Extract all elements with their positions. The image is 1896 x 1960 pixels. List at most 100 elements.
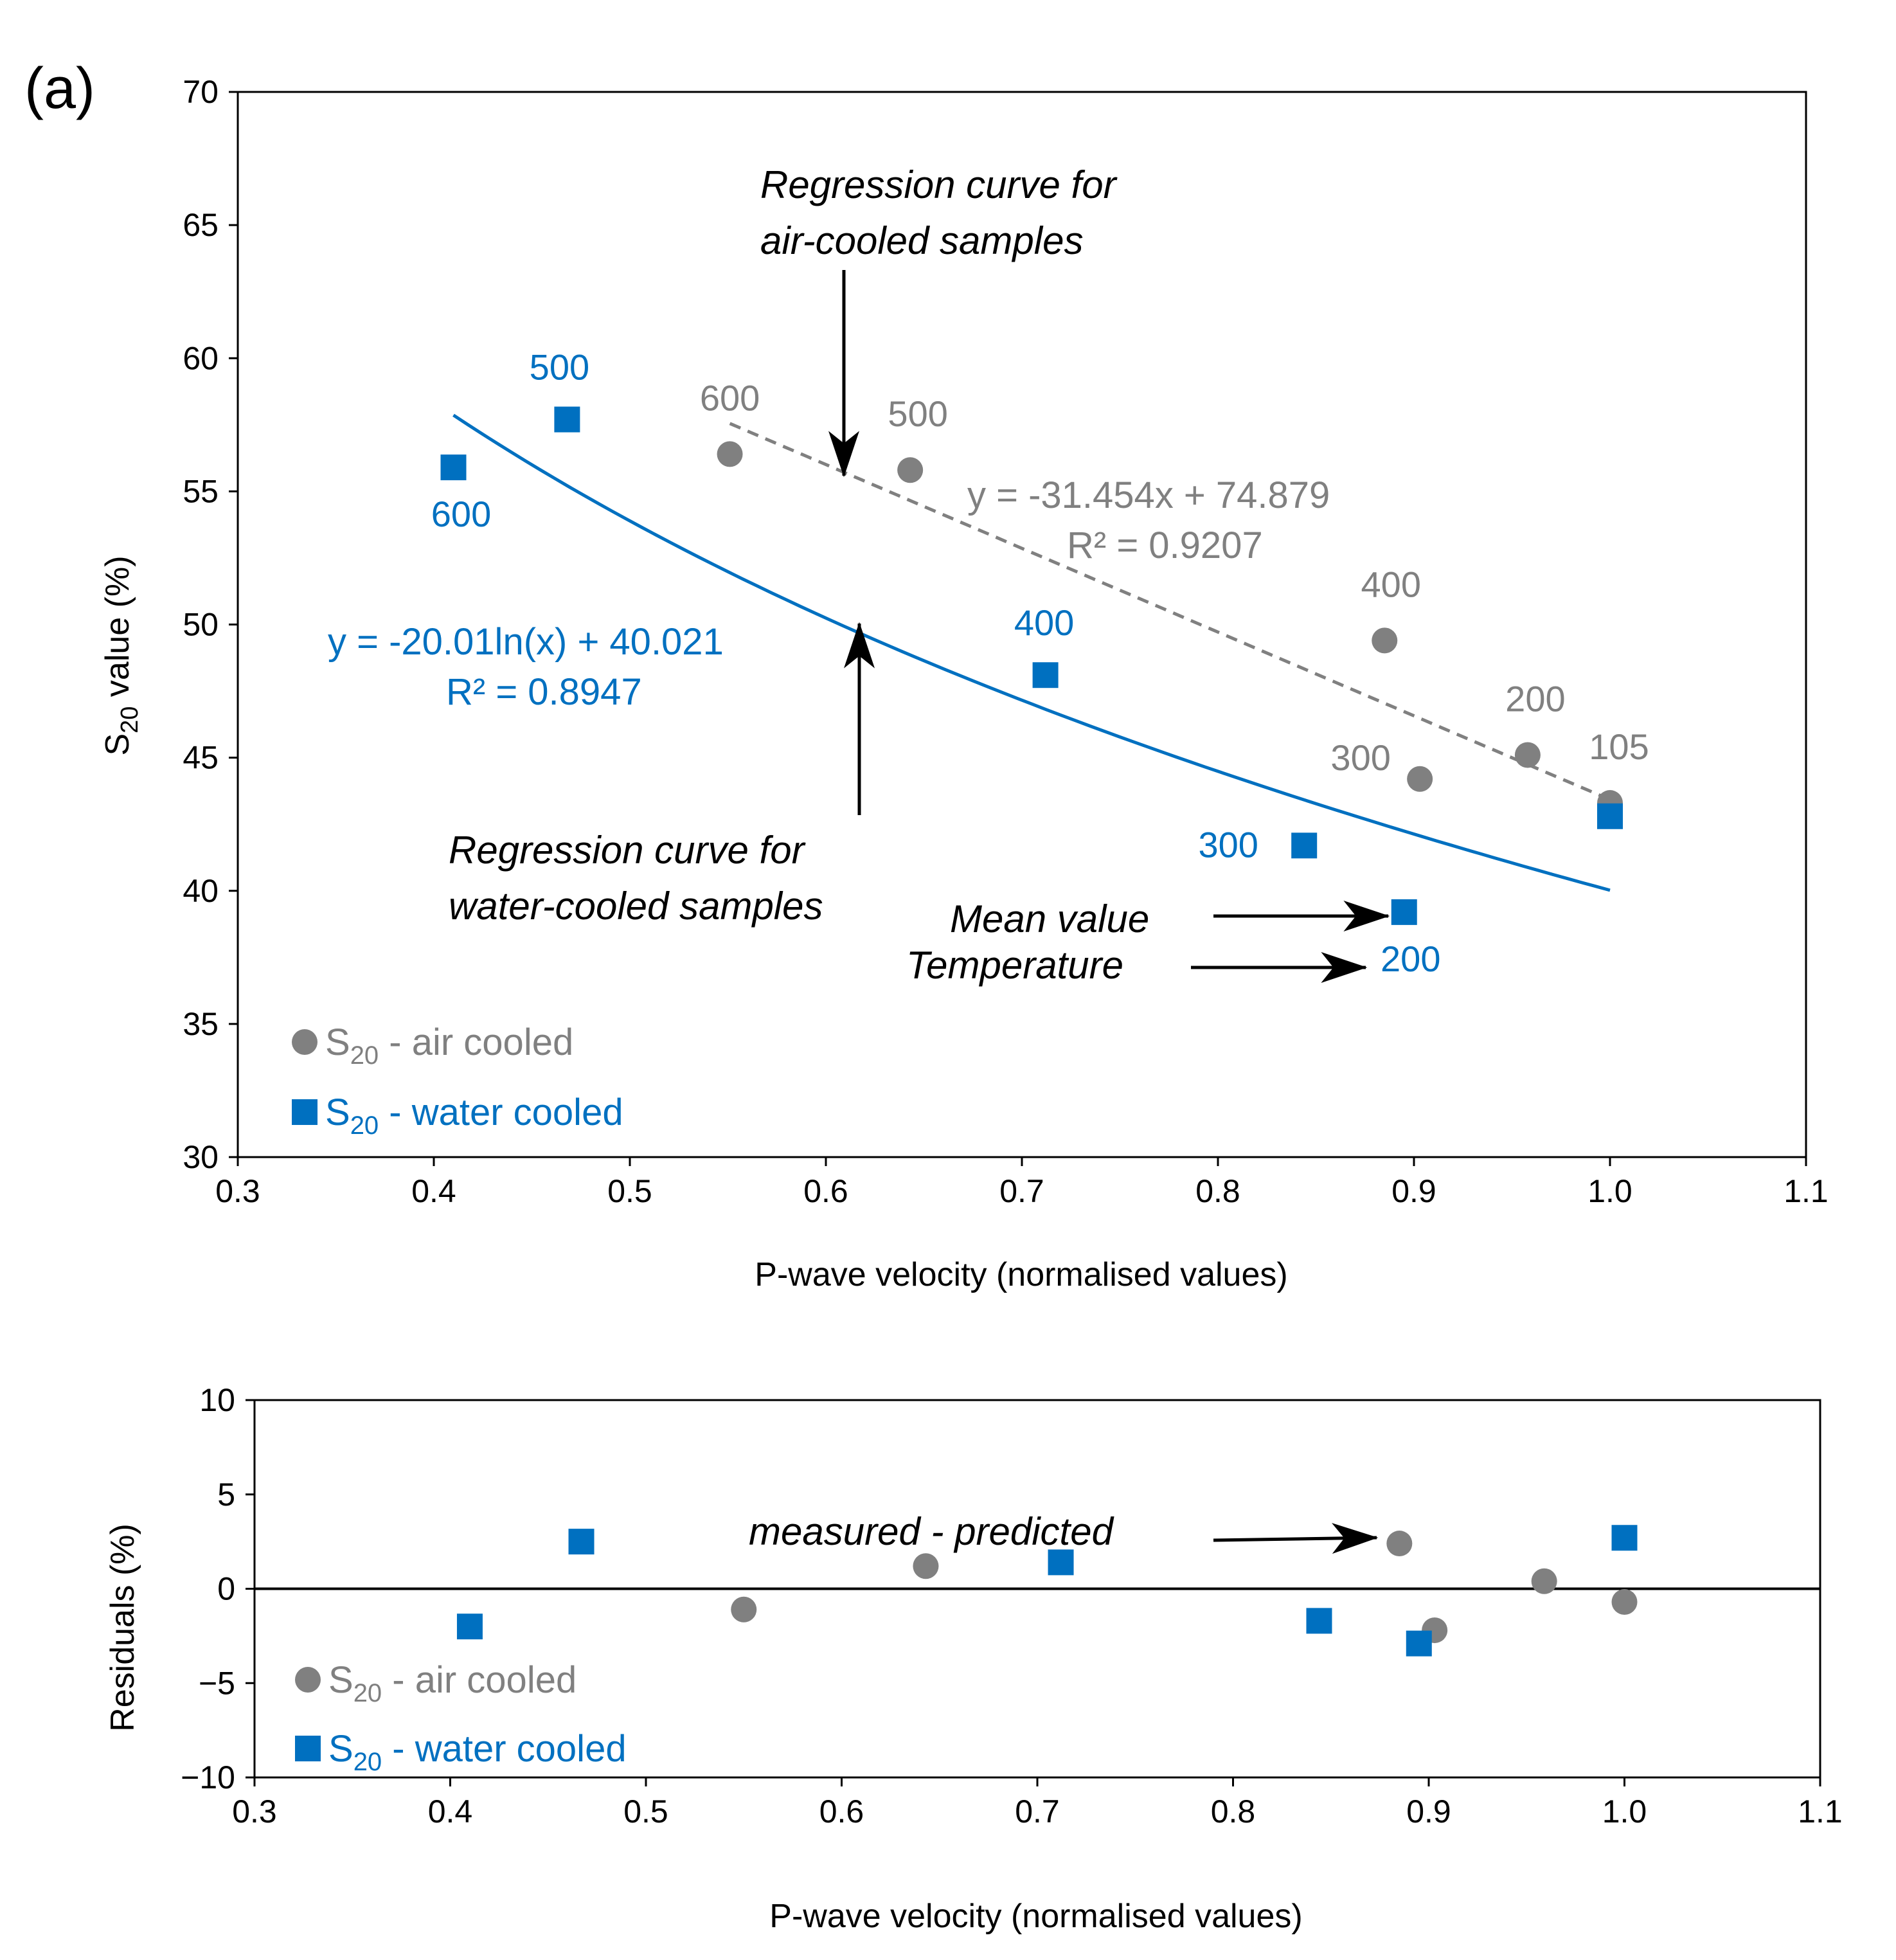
top-y-tick-label: 55 xyxy=(183,473,219,509)
top-point-labels: 600 500 400 300 200 105 600 500 400 300 200 xyxy=(431,347,1649,979)
bottom-chart: 0.3 0.4 0.5 0.6 0.7 0.8 0.9 1.0 1.1 −10 −5 0 5 10 P-w… xyxy=(104,1382,1843,1935)
top-x-tick-label: 1.0 xyxy=(1587,1173,1632,1209)
bottom-x-tick-label: 0.7 xyxy=(1015,1794,1060,1830)
water-data-point xyxy=(440,454,467,481)
legend-air-label: S20 - air cooled xyxy=(325,1021,573,1070)
mean-value-annotation: Mean value xyxy=(950,897,1149,940)
bottom-x-axis-title: P-wave velocity (normalised values) xyxy=(769,1898,1302,1935)
bottom-y-tick-label: −10 xyxy=(181,1759,235,1795)
bottom-legend: S20 - air cooled S20 - water cooled xyxy=(295,1659,627,1776)
water-trendline xyxy=(452,413,1611,892)
air-point-label: 600 xyxy=(700,377,760,418)
water-data-point xyxy=(1597,803,1623,829)
water-curve-annotation-line1: Regression curve for xyxy=(449,829,806,872)
water-data-point xyxy=(456,1614,483,1640)
top-y-tick-label: 35 xyxy=(183,1006,219,1042)
top-trendlines xyxy=(452,413,1611,892)
air-data-point xyxy=(1372,627,1398,654)
air-data-point xyxy=(1514,742,1541,768)
water-trend-equation: y = -20.01ln(x) + 40.021 xyxy=(328,621,724,663)
temperature-annotation: Temperature xyxy=(906,944,1123,987)
top-legend: S20 - air cooled S20 - water cooled xyxy=(292,1021,623,1140)
water-point-label: 200 xyxy=(1381,939,1440,979)
air-data-point xyxy=(717,441,743,467)
air-point-label: 105 xyxy=(1589,726,1649,767)
legend-water-marker xyxy=(292,1099,317,1125)
legend-air-marker xyxy=(295,1667,321,1693)
top-axes: 0.3 0.4 0.5 0.6 0.7 0.8 0.9 1.0 1.1 30 35 40 45 50 55 6… xyxy=(183,74,1828,1209)
bottom-x-tick-label: 1.0 xyxy=(1602,1794,1647,1830)
bottom-x-tick-label: 0.3 xyxy=(232,1794,277,1830)
top-x-tick-label: 0.9 xyxy=(1391,1173,1436,1209)
top-chart: 0.3 0.4 0.5 0.6 0.7 0.8 0.9 1.0 1.1 30 35 40 45 50 55 6… xyxy=(99,74,1829,1293)
bottom-y-tick-label: 10 xyxy=(199,1382,235,1418)
water-data-point xyxy=(568,1529,595,1555)
water-data-point xyxy=(1406,1630,1432,1657)
water-trend-r2: R² = 0.8947 xyxy=(446,671,642,713)
top-y-tick-label: 70 xyxy=(183,74,219,110)
top-y-tick-label: 50 xyxy=(183,607,219,643)
top-y-tick-label: 40 xyxy=(183,873,219,909)
bottom-x-tick-label: 0.6 xyxy=(819,1794,864,1830)
legend-air-marker xyxy=(292,1029,317,1055)
bottom-y-tick-label: 0 xyxy=(217,1571,235,1607)
water-data-point xyxy=(1306,1608,1332,1634)
bottom-x-tick-label: 1.1 xyxy=(1798,1794,1843,1830)
bottom-y-tick-label: −5 xyxy=(199,1665,235,1701)
air-trend-r2: R² = 0.9207 xyxy=(1067,525,1263,566)
air-data-point xyxy=(897,457,924,483)
bottom-x-tick-label: 0.9 xyxy=(1406,1794,1451,1830)
bottom-axes: 0.3 0.4 0.5 0.6 0.7 0.8 0.9 1.0 1.1 −10 −5 0 5 10 xyxy=(181,1382,1843,1830)
water-point-label: 400 xyxy=(1014,602,1074,643)
top-x-tick-label: 0.4 xyxy=(411,1173,456,1209)
water-point-label: 600 xyxy=(431,494,491,534)
top-y-tick-label: 60 xyxy=(183,340,219,376)
bottom-y-tick-label: 5 xyxy=(217,1477,235,1513)
water-point-label: 300 xyxy=(1198,824,1258,865)
water-data-point xyxy=(1391,899,1417,925)
air-curve-annotation-line1: Regression curve for xyxy=(760,163,1118,206)
water-data-point xyxy=(1032,662,1059,688)
legend-water-label: S20 - water cooled xyxy=(328,1728,627,1776)
panel-label: (a) xyxy=(24,57,95,121)
air-data-point xyxy=(731,1596,757,1623)
air-data-point xyxy=(1531,1568,1557,1594)
top-y-tick-label: 30 xyxy=(183,1139,219,1175)
water-data-point xyxy=(1611,1525,1638,1551)
top-x-axis-title: P-wave velocity (normalised values) xyxy=(755,1256,1287,1293)
air-data-point xyxy=(1611,1589,1638,1615)
top-x-tick-label: 0.6 xyxy=(803,1173,848,1209)
top-points xyxy=(440,406,1623,925)
air-data-point xyxy=(1407,766,1433,792)
air-point-label: 200 xyxy=(1505,678,1565,719)
water-data-point xyxy=(554,406,580,433)
measured-predicted-annotation: measured - predicted xyxy=(749,1510,1114,1553)
legend-air-label: S20 - air cooled xyxy=(328,1659,577,1707)
legend-water-label: S20 - water cooled xyxy=(325,1092,623,1140)
air-point-label: 300 xyxy=(1330,737,1390,778)
water-point-label: 500 xyxy=(530,347,589,388)
water-data-point xyxy=(1291,832,1318,859)
top-y-tick-label: 65 xyxy=(183,207,219,243)
top-y-axis-title: S20 value (%) xyxy=(99,555,143,755)
bottom-points xyxy=(456,1525,1638,1657)
top-x-tick-label: 1.1 xyxy=(1784,1173,1829,1209)
bottom-y-axis-title: Residuals (%) xyxy=(104,1524,141,1732)
top-y-tick-label: 45 xyxy=(183,740,219,776)
air-point-label: 500 xyxy=(888,393,947,434)
legend-water-marker xyxy=(295,1736,321,1761)
air-trend-equation: y = -31.454x + 74.879 xyxy=(967,474,1330,516)
measured-predicted-arrow xyxy=(1213,1523,1379,1554)
air-curve-annotation-line2: air-cooled samples xyxy=(760,219,1083,262)
water-curve-annotation-line2: water-cooled samples xyxy=(449,885,823,928)
air-data-point xyxy=(1386,1531,1413,1557)
top-x-tick-label: 0.8 xyxy=(1195,1173,1240,1209)
air-trendline xyxy=(729,422,1611,802)
bottom-x-tick-label: 0.5 xyxy=(623,1794,668,1830)
water-data-point xyxy=(1048,1549,1074,1576)
air-point-label: 400 xyxy=(1361,564,1421,604)
air-data-point xyxy=(913,1553,939,1579)
bottom-x-tick-label: 0.4 xyxy=(428,1794,473,1830)
top-x-tick-label: 0.5 xyxy=(607,1173,652,1209)
